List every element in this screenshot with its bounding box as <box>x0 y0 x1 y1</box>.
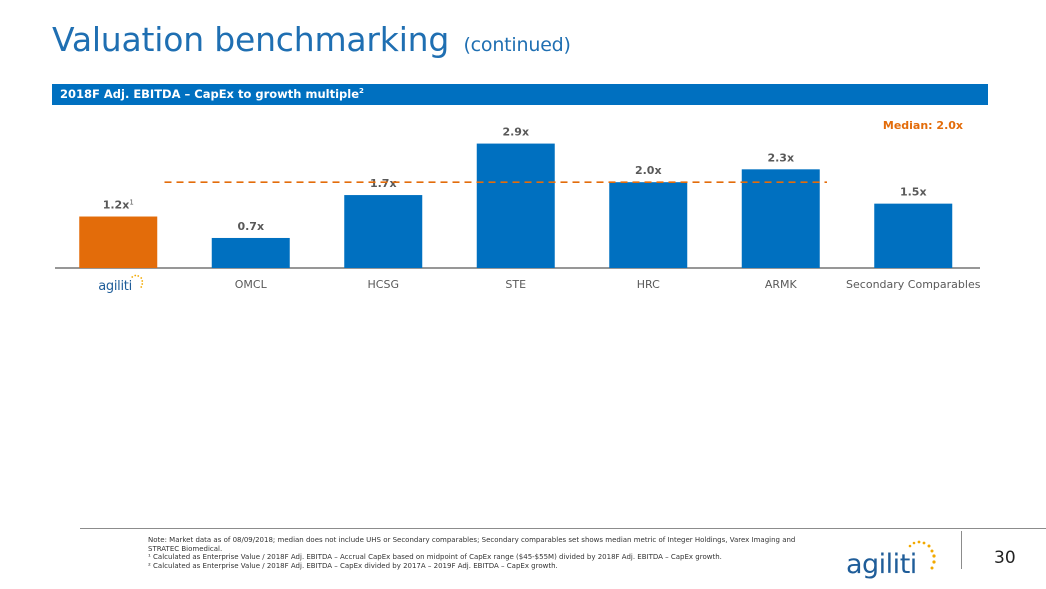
logo-dot <box>131 276 134 278</box>
bar-armk <box>741 169 820 268</box>
logo-dot <box>141 280 144 282</box>
chart-banner-label: 2018F Adj. EBITDA – CapEx to growth mult… <box>60 87 360 101</box>
page-title-main: Valuation benchmarking <box>52 20 450 59</box>
category-label-omcl: OMCL <box>235 278 268 291</box>
bar-hrc <box>609 182 688 268</box>
bar-omcl <box>211 237 290 268</box>
category-label-armk: ARMK <box>765 278 798 291</box>
category-label-agiliti: agiliti <box>98 279 132 294</box>
value-label-hcsg: 1.7x <box>370 177 397 190</box>
footer-divider <box>80 528 1046 529</box>
logo-dot <box>137 275 140 277</box>
chart-banner-superscript: 2 <box>359 87 364 96</box>
value-label-secondary-comparables: 1.5x <box>900 186 927 199</box>
agiliti-logo: agiliti <box>846 540 936 580</box>
logo-dot <box>134 274 137 277</box>
value-label-omcl: 0.7x <box>237 220 264 233</box>
value-label-armk: 2.3x <box>767 151 794 164</box>
page-number: 30 <box>994 548 1016 568</box>
agiliti-logo-dots <box>908 540 936 570</box>
bar-agiliti <box>79 216 158 268</box>
chart-banner: 2018F Adj. EBITDA – CapEx to growth mult… <box>52 84 988 105</box>
footnote-note: Note: Market data as of 08/09/2018; medi… <box>148 536 796 553</box>
category-label-secondary-comparables: Secondary Comparables <box>846 278 981 291</box>
value-label-hrc: 2.0x <box>635 164 662 177</box>
value-label-agiliti: 1.2x1 <box>103 199 134 212</box>
logo-dot <box>140 277 143 279</box>
category-label-hrc: HRC <box>637 278 660 291</box>
logo-dot <box>140 286 143 288</box>
category-label-hcsg: HCSG <box>368 278 399 291</box>
footnote-2: ² Calculated as Enterprise Value / 2018F… <box>148 561 558 570</box>
bar-ste <box>476 143 555 268</box>
agiliti-logo-text: agiliti <box>846 549 917 580</box>
page-title-suffix: (continued) <box>463 34 571 56</box>
bar-hcsg <box>344 195 423 268</box>
ebitda-capex-bar-chart: 1.2x1 agiliti 0.7x OMCL 1.7x HCSG 2.9x STE 2.0x H… <box>55 119 981 294</box>
footnote-1: ¹ Calculated as Enterprise Value / 2018F… <box>148 553 722 562</box>
median-label: Median: 2.0x <box>883 119 963 132</box>
logo-dot <box>141 283 144 285</box>
footnotes: Note: Market data as of 08/09/2018; medi… <box>148 536 798 570</box>
category-label-ste: STE <box>505 278 526 291</box>
page-title: Valuation benchmarking (continued) <box>52 20 571 59</box>
bar-secondary-comparables <box>874 203 953 268</box>
footer-vertical-divider <box>961 531 962 569</box>
value-label-ste: 2.9x <box>502 126 529 139</box>
category-logo-agiliti: agiliti <box>98 274 144 294</box>
